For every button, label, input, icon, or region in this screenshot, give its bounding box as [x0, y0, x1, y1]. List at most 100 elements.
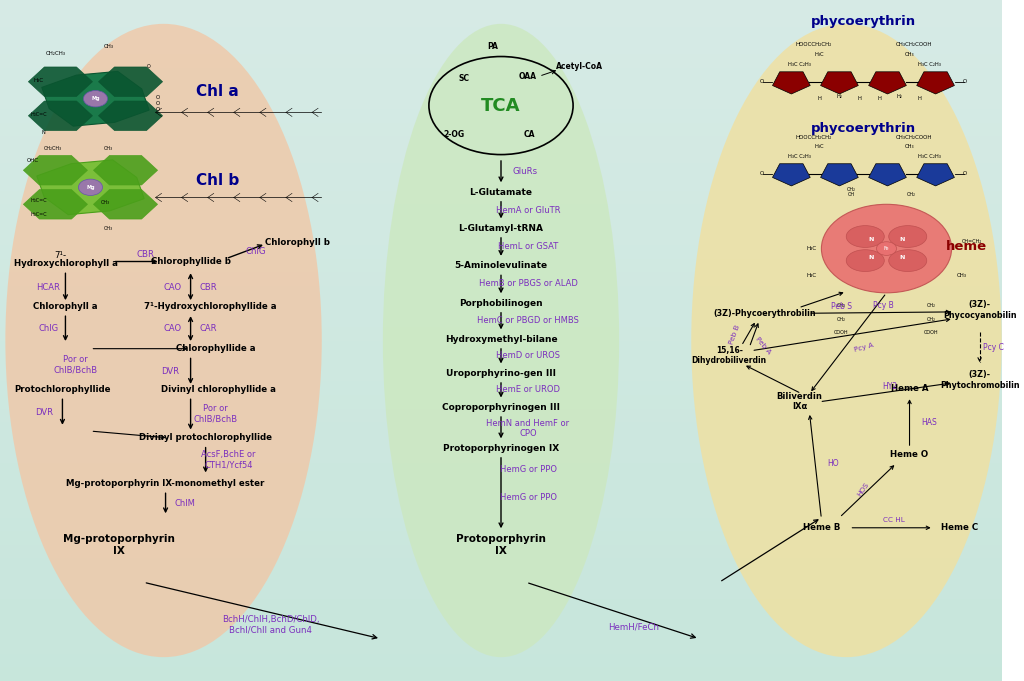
Text: O: O	[156, 107, 160, 112]
Text: Heme O: Heme O	[891, 450, 929, 460]
Text: O: O	[760, 171, 764, 176]
Bar	[0, 422, 1001, 436]
Polygon shape	[98, 101, 163, 131]
Bar	[0, 54, 1001, 68]
Text: CA: CA	[523, 130, 535, 140]
Text: N: N	[868, 255, 873, 259]
Text: H₂: H₂	[897, 94, 902, 99]
Text: Peb B: Peb B	[728, 324, 740, 346]
Text: Peb A: Peb A	[755, 336, 772, 355]
Bar	[0, 572, 1001, 586]
Text: H: H	[878, 96, 882, 101]
Text: CAO: CAO	[164, 324, 181, 334]
Text: HOOCCH₂CH₂: HOOCCH₂CH₂	[796, 42, 831, 47]
Text: Acetyl-CoA: Acetyl-CoA	[556, 62, 602, 72]
Bar	[0, 490, 1001, 504]
Text: Heme A: Heme A	[891, 383, 929, 393]
Text: H₃C: H₃C	[815, 52, 824, 57]
Text: O: O	[963, 79, 967, 84]
Text: ChlM: ChlM	[174, 499, 195, 509]
Text: CH₃: CH₃	[905, 144, 914, 149]
Text: phycoerythrin: phycoerythrin	[811, 121, 916, 135]
Polygon shape	[24, 189, 87, 219]
Text: H₃C=C: H₃C=C	[30, 112, 47, 117]
Text: HemC or PBGD or HMBS: HemC or PBGD or HMBS	[477, 316, 579, 326]
Text: Protochlorophyllide: Protochlorophyllide	[14, 385, 111, 394]
Text: HemG or PPO: HemG or PPO	[500, 464, 556, 474]
Bar	[0, 599, 1001, 613]
Bar	[0, 163, 1001, 177]
Text: Mg: Mg	[86, 185, 94, 190]
Text: Hydroxychlorophyll a: Hydroxychlorophyll a	[13, 259, 118, 268]
Text: CH₃: CH₃	[101, 200, 110, 206]
Text: DVR: DVR	[36, 407, 53, 417]
Text: HemG or PPO: HemG or PPO	[500, 492, 556, 502]
Circle shape	[877, 242, 896, 255]
Circle shape	[79, 179, 102, 195]
Bar	[0, 381, 1001, 395]
Text: Heme C: Heme C	[941, 523, 978, 533]
Text: CH₃CH₂COOH: CH₃CH₂COOH	[895, 42, 932, 47]
Bar	[0, 177, 1001, 191]
Bar	[0, 368, 1001, 381]
Text: 15,16-
Dihydrobiliverdin: 15,16- Dihydrobiliverdin	[692, 346, 767, 365]
Text: CH₂
CH: CH₂ CH	[847, 187, 856, 197]
Text: Mg: Mg	[91, 96, 99, 101]
Text: Divinyl protochlorophyllide: Divinyl protochlorophyllide	[139, 433, 272, 443]
Text: HOOCCH₂CH₂: HOOCCH₂CH₂	[796, 135, 831, 140]
Polygon shape	[868, 163, 906, 186]
Text: H₃C=C: H₃C=C	[30, 198, 47, 204]
Text: H₃C: H₃C	[806, 246, 816, 251]
Text: HemE or UROD: HemE or UROD	[496, 385, 560, 394]
Text: Protoporphyrinogen IX: Protoporphyrinogen IX	[442, 443, 559, 453]
Bar	[0, 518, 1001, 531]
Text: PA: PA	[487, 42, 499, 51]
Bar	[0, 558, 1001, 572]
Text: (3Z)-Phycoerythrobilin: (3Z)-Phycoerythrobilin	[713, 308, 816, 318]
Ellipse shape	[383, 24, 620, 657]
Text: Heme B: Heme B	[803, 523, 840, 533]
Text: CAO: CAO	[164, 283, 181, 292]
Text: Uroporphyrino-gen III: Uroporphyrino-gen III	[446, 368, 556, 378]
Text: CAR: CAR	[200, 324, 217, 334]
Text: Pcy B: Pcy B	[873, 300, 894, 310]
Text: CH₂CH₃: CH₂CH₃	[43, 146, 61, 151]
Text: HemB or PBGS or ALAD: HemB or PBGS or ALAD	[478, 279, 578, 288]
Text: Chlorophyll a: Chlorophyll a	[33, 302, 97, 311]
Text: O: O	[963, 171, 967, 176]
Text: Pcy A: Pcy A	[853, 342, 873, 353]
Text: H: H	[817, 96, 821, 101]
Text: H₃C C₂H₃: H₃C C₂H₃	[787, 62, 811, 67]
Polygon shape	[93, 155, 158, 185]
Bar	[0, 245, 1001, 259]
Polygon shape	[98, 67, 163, 97]
Bar	[0, 272, 1001, 286]
Bar	[0, 95, 1001, 109]
Text: N: N	[42, 130, 45, 136]
Text: 7¹-Hydroxychlorophyllide a: 7¹-Hydroxychlorophyllide a	[144, 302, 276, 311]
Text: H₃C: H₃C	[815, 144, 824, 149]
Text: HOS: HOS	[856, 481, 870, 497]
Bar	[0, 313, 1001, 327]
Text: AcsF,BchE or
CTH1/Ycf54: AcsF,BchE or CTH1/Ycf54	[202, 450, 256, 469]
Text: H₃C C₂H₃: H₃C C₂H₃	[787, 154, 811, 159]
Text: Coproporphyrinogen III: Coproporphyrinogen III	[442, 402, 560, 412]
Text: phycoerythrin: phycoerythrin	[811, 15, 916, 29]
Text: L-Glutamyl-tRNA: L-Glutamyl-tRNA	[459, 223, 544, 233]
Bar	[0, 109, 1001, 123]
Text: CH₃: CH₃	[905, 52, 914, 57]
Text: CH₂: CH₂	[927, 317, 936, 321]
Text: HemA or GluTR: HemA or GluTR	[496, 206, 560, 215]
Bar	[0, 0, 1001, 14]
Text: N: N	[868, 238, 873, 242]
Polygon shape	[820, 163, 858, 186]
Text: COOH: COOH	[925, 330, 939, 335]
Text: HO: HO	[827, 458, 840, 468]
Text: Peb S: Peb S	[830, 302, 852, 311]
Text: H: H	[857, 96, 861, 101]
Text: N: N	[899, 238, 905, 242]
Text: Fe: Fe	[884, 246, 889, 251]
Ellipse shape	[846, 225, 885, 247]
Text: (3Z)-
Phytochromobilin: (3Z)- Phytochromobilin	[940, 370, 1020, 390]
Text: HemN and HemF or
CPO: HemN and HemF or CPO	[486, 419, 569, 438]
